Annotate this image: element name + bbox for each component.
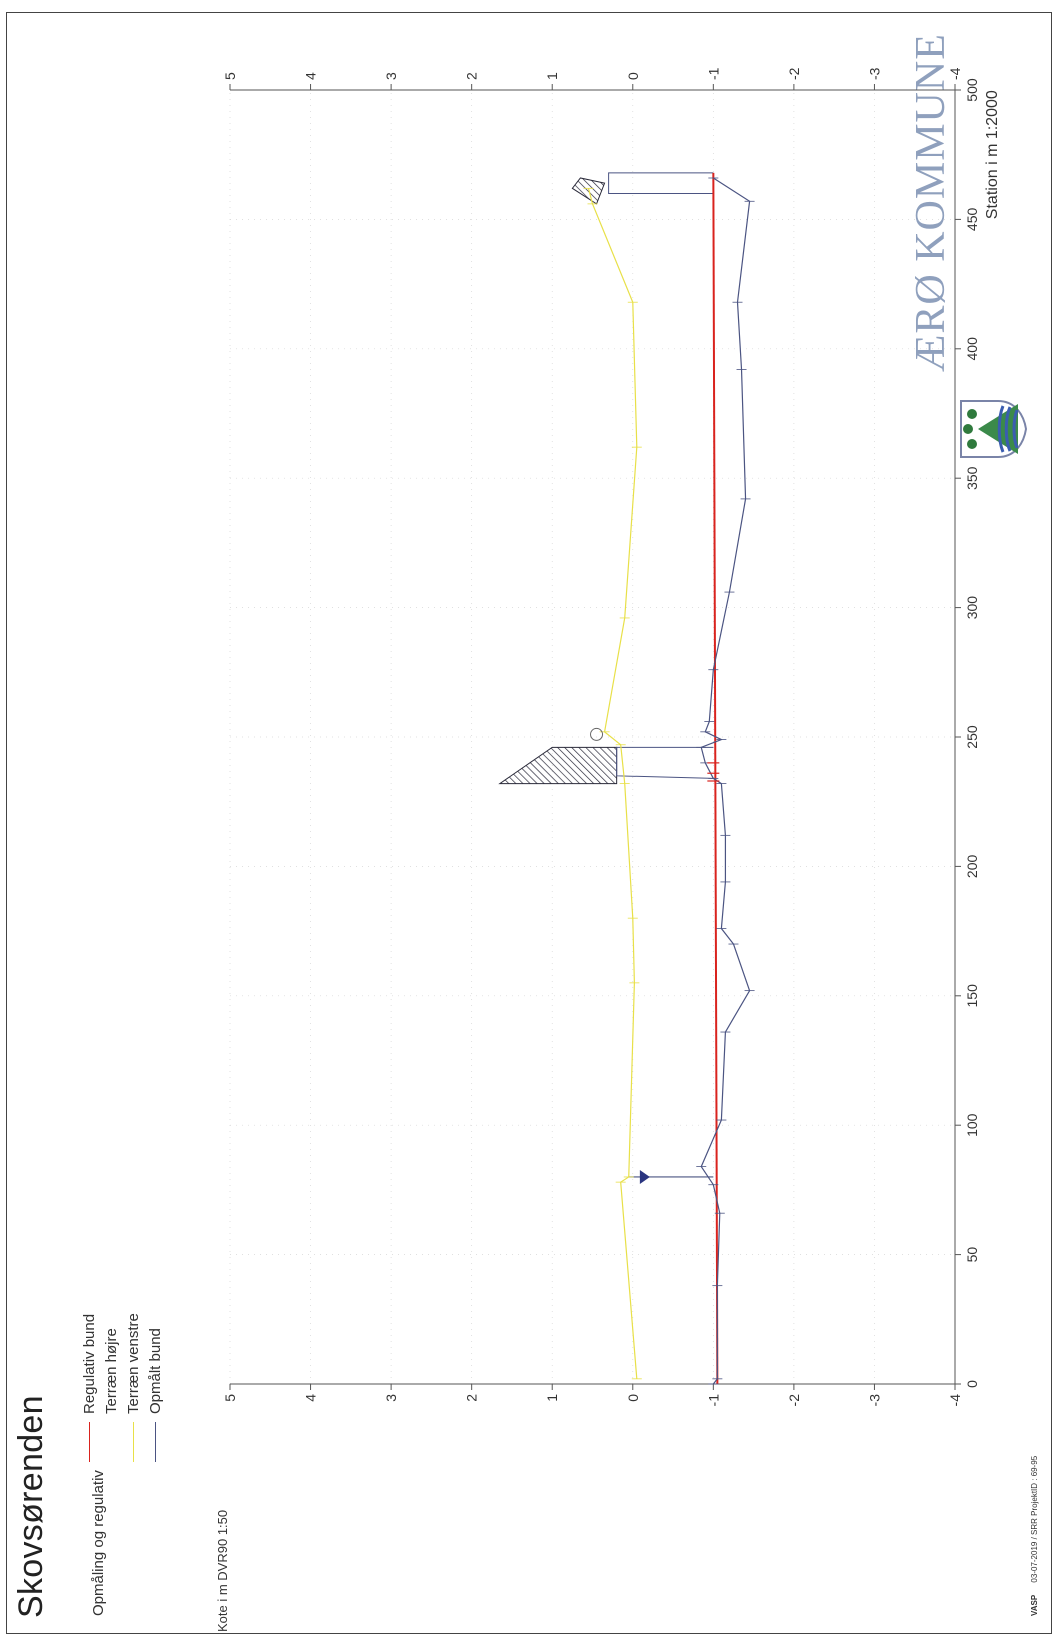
y-tick-label-left-7: -2	[786, 1394, 802, 1407]
footer-software: VASP	[1030, 1594, 1039, 1616]
y-tick-label-left-0: 5	[222, 1394, 238, 1402]
y-tick-label-left-6: -1	[705, 1394, 721, 1407]
y-tick-label-right-0: 5	[222, 72, 238, 80]
y-tick-label-right-5: 0	[625, 72, 641, 80]
x-tick-label-6: 300	[964, 596, 980, 620]
y-tick-label-left-3: 2	[464, 1394, 480, 1402]
x-tick-label-7: 350	[964, 466, 980, 490]
y-tick-label-right-7: -2	[786, 67, 802, 80]
x-tick-label-2: 100	[964, 1113, 980, 1137]
y-tick-label-left-5: 0	[625, 1394, 641, 1402]
y-tick-label-left-9: -4	[947, 1394, 963, 1407]
culvert-walls	[616, 746, 714, 779]
water-level-triangle-icon	[639, 1169, 650, 1184]
footer-info: 03-07-2019 / SRR ProjektID : 69-95	[1030, 1455, 1039, 1583]
y-tick-label-right-8: -3	[866, 67, 882, 80]
x-tick-label-0: 0	[964, 1380, 980, 1388]
x-tick-label-3: 150	[964, 984, 980, 1008]
municipality-logo	[960, 400, 1028, 458]
x-tick-label-4: 200	[964, 855, 980, 879]
y-tick-label-right-2: 3	[383, 72, 399, 80]
x-tick-label-9: 450	[964, 208, 980, 232]
y-tick-label-left-1: 4	[303, 1394, 319, 1402]
y-tick-label-left-2: 3	[383, 1394, 399, 1402]
y-tick-label-right-6: -1	[705, 67, 721, 80]
x-tick-label-10: 500	[964, 78, 980, 102]
pipe-circle-icon	[590, 727, 604, 741]
y-tick-label-right-9: -4	[947, 67, 963, 80]
footer: VASP 03-07-2019 / SRR ProjektID : 69-95	[1030, 1456, 1039, 1616]
x-axis-label: Station i m 1:2000	[984, 90, 1001, 219]
x-tick-label-1: 50	[964, 1247, 980, 1263]
culvert-structure	[498, 746, 618, 785]
y-tick-label-right-1: 4	[303, 72, 319, 80]
end-structure-walls	[608, 172, 714, 195]
y-tick-label-left-8: -3	[866, 1394, 882, 1407]
y-tick-label-left-4: 1	[544, 1394, 560, 1402]
end-structure	[571, 177, 606, 205]
y-tick-label-right-4: 1	[544, 72, 560, 80]
x-tick-label-5: 250	[964, 725, 980, 749]
x-tick-label-8: 400	[964, 337, 980, 361]
y-tick-label-right-3: 2	[464, 72, 480, 80]
